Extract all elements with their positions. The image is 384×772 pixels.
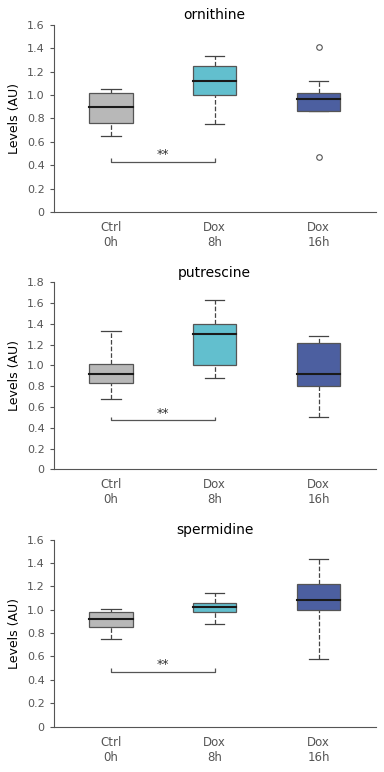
Bar (89, 612, 132, 628)
Title: ornithine: ornithine (184, 8, 246, 22)
Title: putrescine: putrescine (178, 266, 251, 279)
Text: **: ** (157, 148, 169, 161)
Bar (89, 93, 132, 123)
Bar (193, 323, 237, 365)
Y-axis label: Levels (AU): Levels (AU) (8, 340, 22, 411)
Bar (297, 584, 340, 610)
Y-axis label: Levels (AU): Levels (AU) (8, 598, 22, 669)
Bar (297, 93, 340, 111)
Bar (193, 66, 237, 95)
Y-axis label: Levels (AU): Levels (AU) (8, 83, 22, 154)
Bar (297, 343, 340, 386)
Bar (89, 364, 132, 383)
Title: spermidine: spermidine (176, 523, 253, 537)
Bar (193, 603, 237, 612)
Text: **: ** (157, 658, 169, 671)
Text: **: ** (157, 407, 169, 420)
